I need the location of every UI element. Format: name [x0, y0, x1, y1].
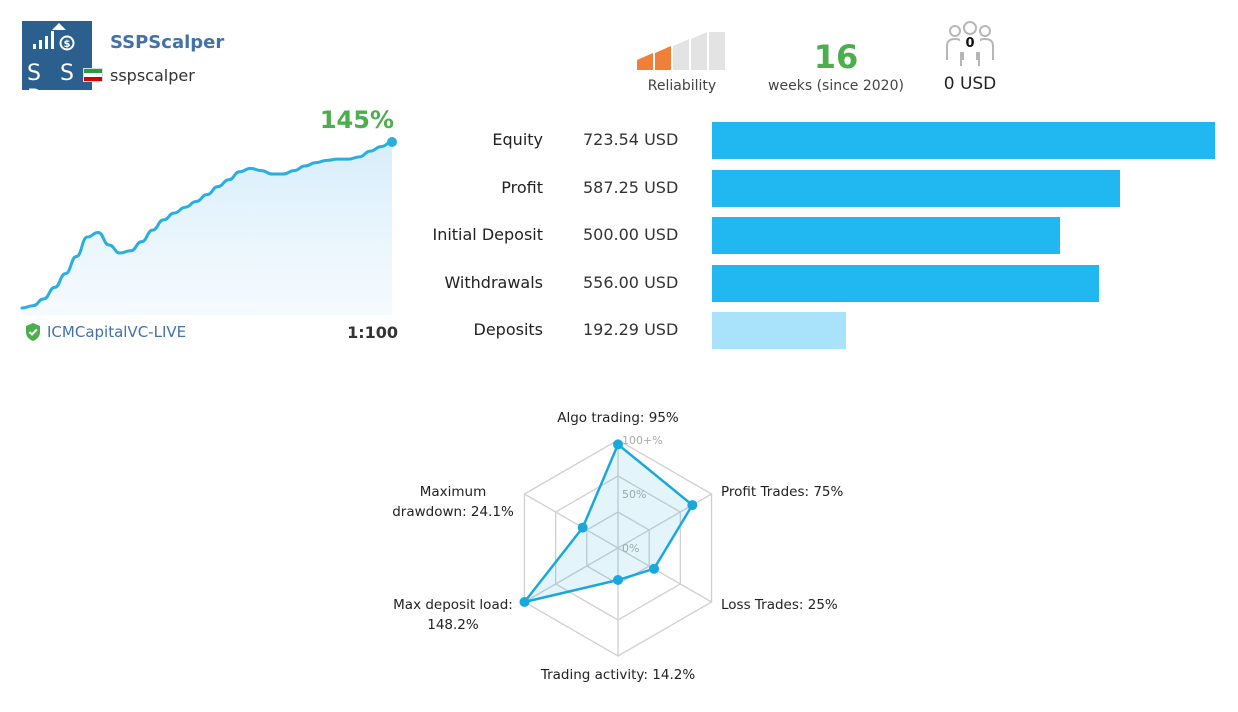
growth-area: [22, 142, 392, 315]
radar-axis-label: Maximum: [420, 484, 487, 500]
radar-point[interactable]: [613, 439, 623, 450]
chart-growth-icon: $: [33, 23, 75, 51]
radar-point[interactable]: [577, 522, 588, 533]
leverage-value: 1:100: [347, 323, 398, 342]
weeks-label: weeks (since 2020): [768, 78, 904, 94]
stat-bar[interactable]: [712, 122, 1215, 159]
reliability-bar: [673, 39, 689, 70]
subscribers-count: 0: [965, 36, 975, 51]
stat-bar[interactable]: [712, 217, 1060, 254]
radar-point[interactable]: [613, 575, 623, 586]
radar-axis-label: Trading activity: 14.2%: [540, 667, 695, 683]
author-link[interactable]: sspscalper: [110, 66, 195, 85]
radar-tick-label: 100+%: [622, 434, 663, 447]
stat-bar[interactable]: [712, 312, 846, 349]
stat-label: Equity: [492, 130, 543, 149]
radar-chart: 100+% 50% 0% Algo trading: 95% Profit Trade…: [392, 410, 843, 683]
subscription-price: 0 USD: [943, 74, 997, 94]
growth-chart[interactable]: [18, 110, 403, 315]
stat-bar[interactable]: [712, 264, 1099, 302]
signal-logo[interactable]: $ S S P: [22, 21, 92, 111]
radar-tick-label: 0%: [622, 542, 639, 555]
svg-text:$: $: [64, 39, 71, 50]
reliability-bar: [637, 53, 653, 70]
stat-label: Initial Deposit: [432, 225, 543, 244]
stat-value: 723.54 USD: [583, 130, 679, 149]
radar-point[interactable]: [649, 563, 660, 574]
radar-axis-label: Loss Trades: 25%: [721, 597, 838, 613]
weeks-value: 16: [813, 38, 859, 76]
radar-axis-line: [617, 547, 712, 603]
logo-text: S S P: [27, 61, 80, 111]
reliability-bar: [691, 32, 707, 70]
reliability-bars-icon: [637, 32, 725, 70]
stat-label: Profit: [501, 177, 543, 197]
reliability-label: Reliability: [647, 78, 717, 94]
iran-flag-icon: [83, 68, 103, 82]
broker-link[interactable]: ICMCapitalVC-LIVE: [47, 323, 187, 341]
radar-axis-label: drawdown: 24.1%: [392, 504, 514, 520]
stat-value: 500.00 USD: [583, 225, 679, 244]
reliability-bar: [655, 46, 671, 70]
radar-axis-label: 148.2%: [427, 617, 479, 633]
subscribers-icon: [946, 21, 994, 66]
radar-axis-label: Max deposit load:: [393, 597, 513, 613]
radar-point[interactable]: [687, 500, 698, 511]
stat-label: Withdrawals: [444, 272, 543, 292]
radar-axis-line: [524, 493, 619, 549]
growth-percent: 145%: [319, 106, 394, 134]
stat-bar[interactable]: [712, 169, 1121, 207]
radar-axis-label: Profit Trades: 75%: [721, 484, 844, 500]
stat-label: Deposits: [473, 320, 544, 339]
radar-axis-label: Algo trading: 95%: [557, 410, 679, 426]
radar-point[interactable]: [519, 597, 530, 607]
stat-value: 192.29 USD: [583, 320, 679, 339]
radar-grid: [523, 439, 713, 657]
radar-tick-label: 50%: [622, 488, 646, 501]
stat-value: 587.25 USD: [583, 177, 679, 197]
signal-name-link[interactable]: SSPScalper: [110, 32, 225, 53]
radar-labels: Algo trading: 95% Profit Trades: 75% Loss …: [392, 410, 843, 683]
radar-tick-labels: 100+% 50% 0%: [622, 434, 663, 555]
radar-axis-line: [524, 547, 619, 603]
radar-points: [519, 439, 698, 607]
growth-end-point[interactable]: [387, 137, 397, 147]
stat-value: 556.00 USD: [583, 272, 679, 292]
growth-line: [20, 140, 394, 310]
verified-shield-icon: [26, 323, 40, 341]
reliability-bar: [709, 32, 725, 70]
